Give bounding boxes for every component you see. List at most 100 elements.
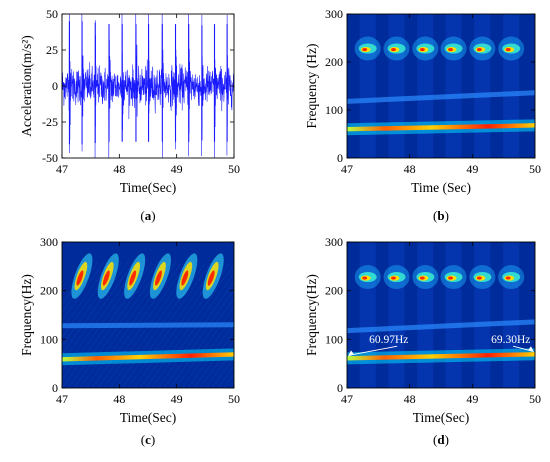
axes-frame <box>61 241 235 389</box>
time-column <box>388 14 405 158</box>
caption-letter: d <box>437 432 445 447</box>
x-tick-label: 50 <box>228 162 240 176</box>
panel-caption: (a) <box>140 208 155 223</box>
caption-paren-open: ( <box>433 208 437 223</box>
y-tick-label: 200 <box>325 284 343 298</box>
y-tick-label: 300 <box>325 7 343 21</box>
caption-paren-open: ( <box>141 432 145 447</box>
y-axis-label: Frequency (Hz) <box>304 43 319 128</box>
series-line-acceleration <box>62 14 234 158</box>
caption-paren-open: ( <box>140 208 144 223</box>
panel-b: 47 48 49 50 0 100 200 300 Time (Sec) Frequency (H… <box>304 7 541 223</box>
texture-line <box>248 262 338 388</box>
y-tick-label: 100 <box>325 103 343 117</box>
caption-letter: c <box>145 432 151 447</box>
x-tick-label: 47 <box>56 392 68 406</box>
y-axis-label: Frequency(Hz) <box>304 274 319 356</box>
panel-d: 60.97Hz 69.30Hz 47 48 49 50 0 100 200 300 Time(Sec… <box>304 235 541 447</box>
burst-core <box>476 47 482 52</box>
time-column <box>474 14 491 158</box>
burst-core <box>505 47 511 52</box>
texture-line <box>62 261 105 322</box>
panel-caption: (c) <box>141 432 155 447</box>
texture-line <box>223 373 234 388</box>
band-harmonic <box>347 319 535 334</box>
x-tick-label: 47 <box>341 162 353 176</box>
burst-core <box>391 276 397 280</box>
panel-caption: (b) <box>433 208 449 223</box>
y-tick-label: 300 <box>40 235 58 249</box>
y-tick-label: 50 <box>46 7 58 21</box>
y-tick-label: 200 <box>325 55 343 69</box>
x-tick-label: 49 <box>171 162 183 176</box>
x-tick-label: 48 <box>404 162 416 176</box>
y-tick-label: 100 <box>40 332 58 346</box>
y-tick-label: 0 <box>52 381 58 395</box>
annotation-label: 69.30Hz <box>491 334 530 346</box>
burst-core <box>181 270 189 286</box>
panel-caption: (d) <box>433 432 449 447</box>
burst-core <box>419 47 425 52</box>
caption-paren-close: ) <box>151 208 155 223</box>
burst-core <box>207 270 215 286</box>
caption-letter: a <box>145 208 152 223</box>
burst-core <box>362 276 368 280</box>
caption-paren-open: ( <box>433 432 437 447</box>
burst-core <box>391 47 397 52</box>
band-fundamental <box>62 352 234 362</box>
annotation-arrowhead <box>348 350 354 357</box>
caption-paren-close: ) <box>445 432 449 447</box>
band-harmonic <box>347 90 535 104</box>
annotation-arrow <box>348 345 398 356</box>
burst-core <box>76 270 84 286</box>
x-tick-label: 49 <box>171 392 183 406</box>
y-tick-label: 200 <box>40 284 58 298</box>
texture-line <box>217 364 234 388</box>
annotation-arrowhead <box>528 346 534 353</box>
burst-core <box>419 276 425 280</box>
texture-line <box>211 356 234 388</box>
annotation-label: 60.97Hz <box>369 334 408 346</box>
x-tick-label: 48 <box>404 392 416 406</box>
x-tick-label: 50 <box>228 392 240 406</box>
burst-core <box>362 47 368 52</box>
burst-core <box>155 270 162 286</box>
burst-core <box>102 270 110 286</box>
burst-core <box>476 276 482 280</box>
time-column <box>417 242 434 388</box>
caption-paren-close: ) <box>151 432 155 447</box>
heatmap-content <box>347 14 535 158</box>
caption-paren-close: ) <box>445 208 449 223</box>
panel-a: 47 48 49 50 -50 -25 0 25 50 Time(Sec) Acceleration… <box>19 7 240 223</box>
time-column <box>417 14 434 158</box>
time-column <box>503 242 520 388</box>
texture-line <box>254 262 344 388</box>
y-tick-label: 0 <box>337 151 343 165</box>
y-axis-label: Frequency(Hz) <box>19 274 34 356</box>
time-column <box>503 14 520 158</box>
y-tick-label: -50 <box>42 151 58 165</box>
y-tick-label: 0 <box>337 381 343 395</box>
x-tick-label: 49 <box>466 392 478 406</box>
x-tick-label: 50 <box>529 392 541 406</box>
time-column <box>359 14 376 158</box>
time-column <box>388 242 405 388</box>
texture-line <box>199 339 234 388</box>
axes-frame <box>346 13 536 159</box>
band-fundamental <box>347 352 535 361</box>
x-axis-label: Time(Sec) <box>413 410 470 425</box>
axes-frame <box>346 241 536 389</box>
heatmap-content <box>347 242 535 388</box>
x-axis-label: Time (Sec) <box>411 180 471 195</box>
x-axis-label: Time(Sec) <box>120 410 177 425</box>
texture-line <box>205 347 234 388</box>
y-axis-label: Acceleration(m/s²) <box>19 35 34 137</box>
y-tick-label: 300 <box>325 235 343 249</box>
burst-core <box>129 270 137 286</box>
panel-c: 47 48 49 50 0 100 200 300 Time(Sec) Frequency(Hz)… <box>19 235 344 447</box>
time-column <box>445 242 462 388</box>
x-tick-label: 48 <box>113 392 125 406</box>
x-tick-label: 47 <box>341 392 353 406</box>
burst-core <box>505 276 511 280</box>
y-tick-label: 25 <box>46 43 58 57</box>
